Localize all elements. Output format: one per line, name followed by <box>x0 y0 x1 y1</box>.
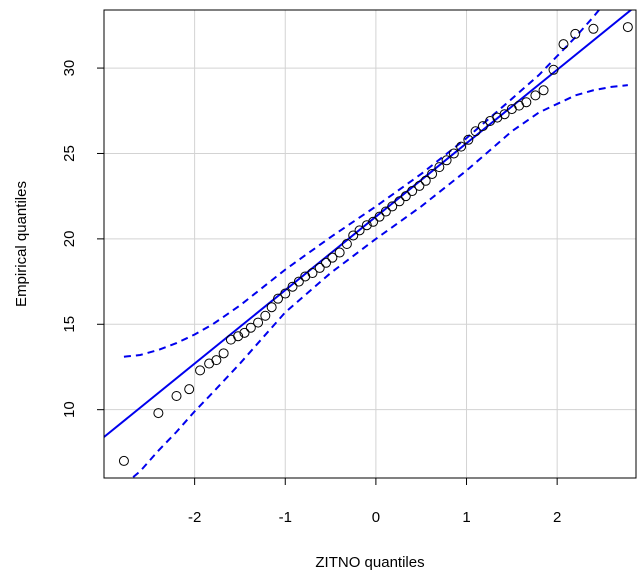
y-tick-label: 15 <box>61 316 78 333</box>
point <box>387 201 398 212</box>
grid <box>104 10 636 478</box>
point <box>414 180 425 191</box>
point <box>538 85 549 96</box>
point <box>427 168 438 179</box>
point <box>354 225 365 236</box>
point <box>239 327 250 338</box>
x-axis-title: ZITNO quantiles <box>315 554 424 571</box>
point <box>327 252 338 263</box>
point <box>622 22 633 33</box>
y-tick-label: 20 <box>61 231 78 248</box>
y-tick-label: 30 <box>61 60 78 77</box>
point <box>218 348 229 359</box>
point <box>118 455 129 466</box>
point <box>348 230 359 241</box>
point <box>260 310 271 321</box>
y-tick-label: 10 <box>61 401 78 418</box>
point <box>233 331 244 342</box>
envelope-lower <box>130 84 628 478</box>
point <box>470 126 481 137</box>
point <box>361 220 372 231</box>
point <box>570 28 581 39</box>
point <box>314 262 325 273</box>
point <box>341 239 352 249</box>
y-axis-title: Empirical quantiles <box>13 181 30 307</box>
point <box>530 90 541 101</box>
point <box>463 134 474 145</box>
point <box>195 365 206 376</box>
point <box>321 257 332 268</box>
x-tick-label: -1 <box>279 509 292 526</box>
point <box>521 97 532 108</box>
point <box>253 317 264 328</box>
point <box>441 155 452 166</box>
point <box>448 148 459 159</box>
point <box>394 196 405 207</box>
point <box>184 384 195 395</box>
point <box>434 162 445 173</box>
point <box>266 302 277 313</box>
point <box>374 211 385 222</box>
point <box>280 288 291 299</box>
point <box>400 191 411 202</box>
point <box>558 39 569 50</box>
point <box>334 247 345 258</box>
point <box>456 141 467 152</box>
point <box>477 121 488 132</box>
point <box>368 216 379 227</box>
point <box>171 391 182 402</box>
point <box>499 109 510 120</box>
envelope-upper <box>123 10 601 358</box>
x-tick-label: -2 <box>188 509 201 526</box>
x-tick-label: 0 <box>372 509 380 526</box>
point <box>307 268 318 279</box>
y-tick-label: 25 <box>61 145 78 162</box>
point <box>211 355 222 366</box>
point <box>407 186 418 197</box>
point <box>273 293 284 304</box>
point <box>293 276 304 287</box>
point <box>287 281 298 292</box>
point <box>153 408 164 419</box>
axes: -2 -1 0 1 2 10 15 20 25 30 <box>61 60 561 526</box>
x-tick-label: 1 <box>462 509 470 526</box>
point <box>588 23 599 34</box>
point <box>420 175 431 186</box>
point <box>245 322 256 333</box>
x-tick-label: 2 <box>553 509 561 526</box>
plot-frame <box>103 9 637 479</box>
plot-area <box>104 10 633 478</box>
point <box>548 64 559 75</box>
point <box>380 206 391 217</box>
